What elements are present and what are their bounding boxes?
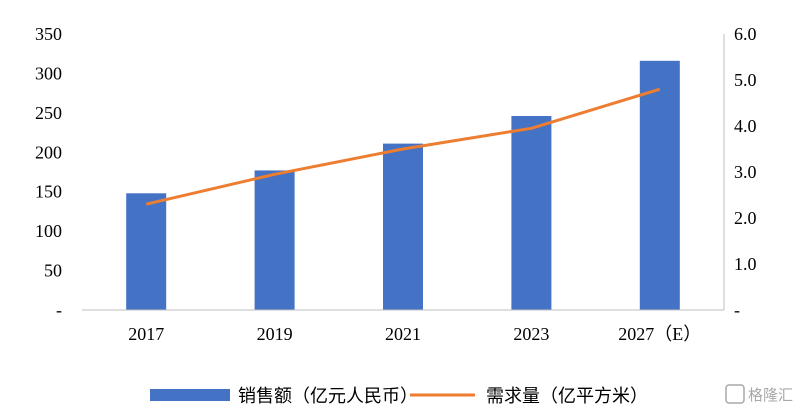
x-tick-label: 2019 bbox=[257, 324, 293, 344]
bar-4 bbox=[639, 60, 680, 310]
legend-line-label: 需求量（亿平方米） bbox=[486, 386, 648, 407]
left-tick-label: 50 bbox=[44, 261, 62, 281]
right-tick-label: 1.0 bbox=[734, 254, 757, 274]
watermark: 格隆汇 bbox=[725, 384, 793, 404]
bar-0 bbox=[126, 193, 167, 310]
left-tick-label: 350 bbox=[35, 24, 62, 44]
watermark-text: 格隆汇 bbox=[748, 386, 793, 404]
right-tick-label: 6.0 bbox=[734, 24, 757, 44]
legend-bar-label: 销售额（亿元人民币） bbox=[238, 386, 418, 407]
left-tick-label: 100 bbox=[35, 221, 62, 241]
right-axis-ticks: - 1.0 2.0 3.0 4.0 5.0 6.0 bbox=[734, 24, 757, 320]
legend: 销售额（亿元人民币） 需求量（亿平方米） bbox=[150, 386, 648, 407]
bar-3 bbox=[511, 116, 552, 310]
bar-2 bbox=[383, 143, 423, 310]
x-tick-label: 2021 bbox=[385, 324, 421, 344]
bar-1 bbox=[254, 170, 295, 310]
left-tick-label: 200 bbox=[35, 142, 62, 162]
watermark-logo-icon bbox=[725, 384, 745, 404]
plot-area bbox=[126, 60, 680, 310]
x-tick-label: 2027（E） bbox=[618, 324, 701, 344]
left-axis-ticks: - 50 100 150 200 250 300 350 bbox=[35, 24, 62, 320]
x-axis-labels: 2017 2019 2021 2023 2027（E） bbox=[128, 324, 701, 344]
x-tick-label: 2017 bbox=[128, 324, 164, 344]
left-tick-label: - bbox=[56, 300, 62, 320]
x-tick-label: 2023 bbox=[513, 324, 549, 344]
demand-line bbox=[145, 87, 661, 206]
right-tick-label: 4.0 bbox=[734, 116, 757, 136]
right-tick-label: 3.0 bbox=[734, 162, 757, 182]
right-tick-label: - bbox=[734, 300, 740, 320]
legend-bar-swatch bbox=[150, 389, 230, 401]
left-tick-label: 300 bbox=[35, 63, 62, 83]
left-tick-label: 250 bbox=[35, 103, 62, 123]
left-tick-label: 150 bbox=[35, 182, 62, 202]
right-tick-label: 2.0 bbox=[734, 208, 757, 228]
right-tick-label: 5.0 bbox=[734, 70, 757, 90]
